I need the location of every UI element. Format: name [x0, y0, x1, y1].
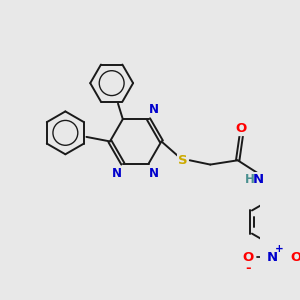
Text: N: N — [253, 173, 264, 186]
Text: O: O — [290, 251, 300, 264]
Text: O: O — [236, 122, 247, 135]
Text: -: - — [245, 262, 251, 275]
Text: N: N — [149, 167, 159, 180]
Text: N: N — [266, 251, 278, 264]
Text: O: O — [242, 251, 253, 264]
Text: N: N — [149, 103, 159, 116]
Text: S: S — [178, 154, 188, 167]
Text: H: H — [245, 173, 255, 186]
Text: +: + — [275, 244, 284, 254]
Text: N: N — [112, 167, 122, 180]
